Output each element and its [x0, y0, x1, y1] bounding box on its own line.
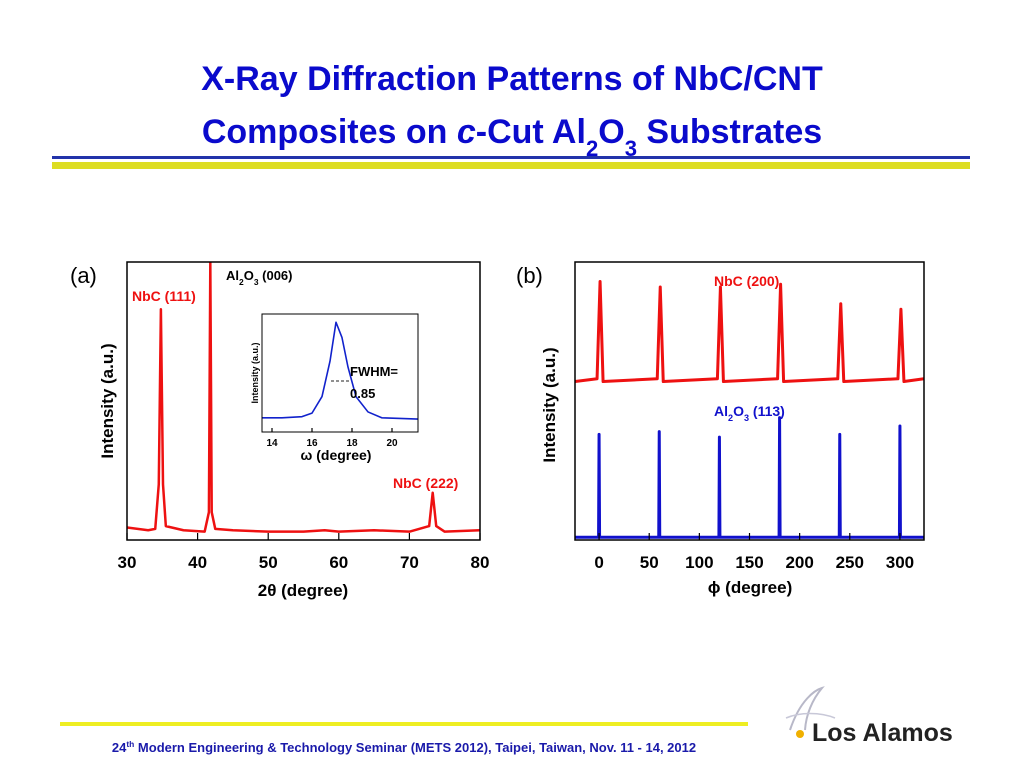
x-tick-label: 0: [594, 553, 603, 572]
text-part: 2: [586, 136, 598, 161]
x-tick-label: 14: [266, 438, 278, 449]
panel-label: (b): [516, 263, 543, 288]
logo-swoosh: [789, 686, 825, 731]
x-tick-label: 80: [471, 553, 490, 572]
title-line-2: Composites on c-Cut Al2O3 Substrates: [202, 113, 822, 161]
x-tick-label: 40: [188, 553, 207, 572]
x-tick-label: 50: [640, 553, 659, 572]
series-line: [575, 279, 924, 384]
annotation: NbC (200): [714, 273, 779, 289]
x-tick-label: 70: [400, 553, 419, 572]
x-tick-label: 300: [886, 553, 914, 572]
text-part: Substrates: [637, 113, 822, 151]
text-part: Al: [226, 268, 239, 283]
annotation: FWHM=: [350, 364, 398, 379]
chart: 0 50 100 150 200 250 300 ϕ (degree) Intensity (a…: [516, 261, 925, 597]
text-part: X-Ray Diffraction Patterns of NbC/CNT: [201, 60, 823, 98]
x-tick-label: 16: [306, 438, 318, 449]
text-part: 24: [112, 740, 127, 755]
text-part: Composites on: [202, 113, 457, 151]
logo-swoosh: [785, 712, 836, 719]
x-tick-label: 60: [329, 553, 348, 572]
x-tick-label: 200: [785, 553, 813, 572]
title-rule-blue: [52, 156, 970, 159]
text-part: -Cut Al: [476, 113, 586, 151]
logo: Los Alamos: [785, 686, 953, 747]
logo-dot: [796, 730, 804, 738]
footer: 24th Modern Engineering & Technology Sem…: [112, 739, 696, 755]
y-axis-label: Intensity (a.u.): [250, 342, 260, 403]
text-part: O: [733, 403, 744, 419]
x-tick-label: 18: [346, 438, 358, 449]
text-part: 3: [744, 413, 749, 423]
x-tick-label: 30: [118, 553, 137, 572]
text-part: NbC (200): [714, 273, 779, 289]
text-part: 3: [625, 136, 637, 161]
annotation: Al2O3 (113): [714, 403, 785, 423]
x-axis-label: ω (degree): [301, 447, 372, 463]
x-tick-label: 150: [735, 553, 763, 572]
x-tick-label: 50: [259, 553, 278, 572]
x-tick-label: 20: [386, 438, 398, 449]
annotation: Al2O3 (006): [226, 268, 293, 287]
text-part: NbC (111): [132, 288, 196, 304]
text-part: FWHM=: [350, 364, 398, 379]
text-part: Al: [714, 403, 728, 419]
x-axis-label: 2θ (degree): [258, 581, 348, 600]
text-part: (006): [259, 268, 293, 283]
text-part: c: [457, 113, 476, 151]
x-axis-label: ϕ (degree): [708, 578, 793, 597]
text-part: 3: [254, 277, 259, 287]
plot-frame: [261, 313, 419, 433]
plot-area: [575, 262, 924, 540]
plot-frame: [126, 261, 481, 541]
chart: 14 16 18 20 ω (degree) Intensity (a.u.) FWHM= 0…: [250, 313, 419, 463]
text-part: Modern Engineering & Technology Seminar …: [134, 740, 696, 755]
text-part: NbC (222): [393, 475, 458, 491]
logo-text: Los Alamos: [812, 719, 953, 747]
title-line-1: X-Ray Diffraction Patterns of NbC/CNT: [201, 60, 823, 98]
x-tick-label: 100: [685, 553, 713, 572]
text-part: 2: [239, 277, 244, 287]
text-part: 0.85: [350, 386, 375, 401]
text-part: 2: [728, 413, 733, 423]
text-part: th: [126, 739, 134, 749]
x-tick-label: 250: [836, 553, 864, 572]
series-line: [262, 321, 418, 420]
annotation: NbC (222): [393, 475, 458, 491]
text-part: O: [598, 113, 624, 151]
y-axis-label: Intensity (a.u.): [540, 347, 559, 462]
annotation: 0.85: [350, 386, 375, 401]
footer-rule: [60, 722, 748, 726]
y-axis-label: Intensity (a.u.): [98, 343, 117, 458]
text-part: O: [244, 268, 254, 283]
series-line: [127, 262, 480, 533]
text-part: (113): [749, 403, 785, 419]
title-rule-yellow: [52, 162, 970, 169]
annotation: NbC (111): [132, 288, 196, 304]
panel-label: (a): [70, 263, 97, 288]
